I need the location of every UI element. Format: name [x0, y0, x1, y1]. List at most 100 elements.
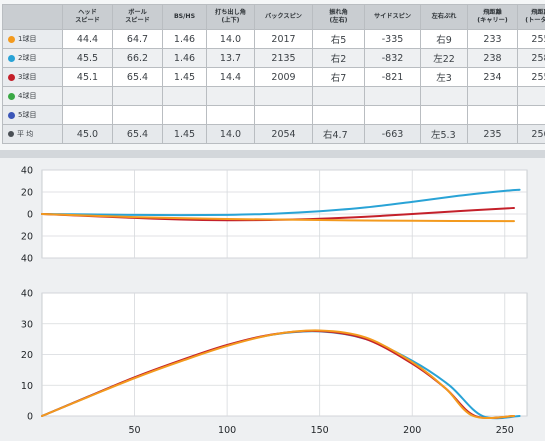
y-tick-label: 40 — [21, 166, 33, 177]
row-label-text: 1球目 — [18, 35, 37, 43]
table-cell: 233 — [467, 29, 518, 49]
trajectory-charts-panel: 40 20 0 20 40 0 10 20 30 40 50 100 150 200 250 — [0, 158, 545, 441]
table-cell: 238 — [467, 48, 518, 68]
table-cell: 2009 — [254, 67, 313, 87]
table-cell — [112, 86, 163, 106]
table-cell: 14.4 — [206, 67, 255, 87]
table-cell — [206, 86, 255, 106]
table-row[interactable]: 5球目 — [2, 105, 545, 125]
table-cell: 13.7 — [206, 48, 255, 68]
table-cell — [312, 86, 365, 106]
row-label-text: 平 均 — [17, 130, 34, 138]
column-header-9: 飛距離 (キャリー) — [467, 4, 518, 30]
shot-data-table: ヘッド スピード ボール スピード BS/HS 打ち出し角 (上下) バックスピン 振れ角… — [2, 4, 545, 144]
y-tick-label: 40 — [21, 254, 33, 265]
table-cell — [62, 86, 113, 106]
table-cell: 14.0 — [206, 29, 255, 49]
table-cell: 左3 — [420, 67, 468, 87]
table-cell: 65.4 — [112, 124, 163, 144]
shot-data-table-panel: ヘッド スピード ボール スピード BS/HS 打ち出し角 (上下) バックスピン 振れ角… — [0, 0, 545, 150]
table-cell — [112, 105, 163, 125]
table-cell: 右9 — [420, 29, 468, 49]
table-cell — [467, 105, 518, 125]
shot-color-dot-icon — [8, 111, 15, 119]
row-label: 3球目 — [2, 67, 63, 87]
shot-color-dot-icon — [8, 131, 14, 137]
height-trajectory-chart: 0 10 20 30 40 50 100 150 200 250 — [21, 289, 528, 436]
y-tick-label: 20 — [21, 350, 33, 361]
panel-separator — [0, 150, 545, 158]
table-header-row: ヘッド スピード ボール スピード BS/HS 打ち出し角 (上下) バックスピン 振れ角… — [2, 4, 545, 30]
table-cell — [312, 105, 365, 125]
table-cell — [162, 105, 207, 125]
table-cell: 2017 — [254, 29, 313, 49]
y-tick-label: 20 — [21, 232, 33, 243]
table-cell: -832 — [364, 48, 421, 68]
table-cell: 45.5 — [62, 48, 113, 68]
table-cell — [467, 86, 518, 106]
table-cell: 44.4 — [62, 29, 113, 49]
x-tick-label: 50 — [129, 425, 141, 436]
row-label: 平 均 — [2, 124, 63, 144]
column-header-4: 打ち出し角 (上下) — [206, 4, 255, 30]
table-row[interactable]: 4球目 — [2, 86, 545, 106]
table-cell: -663 — [364, 124, 421, 144]
column-header-7: サイドスピン — [364, 4, 421, 30]
table-cell: 2135 — [254, 48, 313, 68]
row-label: 2球目 — [2, 48, 63, 68]
table-cell: 1.46 — [162, 29, 207, 49]
table-cell: 14.0 — [206, 124, 255, 144]
table-cell — [420, 105, 468, 125]
table-cell: 右5 — [312, 29, 365, 49]
row-label-text: 4球目 — [18, 92, 37, 100]
shot-color-dot-icon — [8, 35, 15, 43]
table-cell — [517, 105, 545, 125]
y-tick-label: 10 — [21, 381, 33, 392]
column-header-3: BS/HS — [162, 4, 207, 30]
y-tick-label: 40 — [21, 289, 33, 300]
row-label-text: 2球目 — [18, 54, 37, 62]
shot-color-dot-icon — [8, 54, 15, 62]
table-cell: 65.4 — [112, 67, 163, 87]
table-cell: 左5.3 — [420, 124, 468, 144]
table-row[interactable]: 平 均 45.0 65.4 1.45 14.0 2054 右4.7 -663 左5.3 235 25… — [2, 124, 545, 144]
row-label: 4球目 — [2, 86, 63, 106]
series-line-3 — [41, 213, 515, 223]
table-cell: 256 — [517, 124, 545, 144]
column-header-5: バックスピン — [254, 4, 313, 30]
table-cell: 45.1 — [62, 67, 113, 87]
shot-color-dot-icon — [8, 73, 15, 81]
table-cell: 66.2 — [112, 48, 163, 68]
table-cell — [364, 86, 421, 106]
table-cell: 右2 — [312, 48, 365, 68]
table-cell: -821 — [364, 67, 421, 87]
shot-color-dot-icon — [8, 92, 15, 100]
row-label-text: 3球目 — [18, 73, 37, 81]
table-cell: 右4.7 — [312, 124, 365, 144]
row-label: 1球目 — [2, 29, 63, 49]
column-header-8: 左右ぶれ — [420, 4, 468, 30]
x-tick-label: 150 — [311, 425, 329, 436]
x-tick-label: 100 — [218, 425, 236, 436]
table-cell — [364, 105, 421, 125]
x-tick-label: 250 — [496, 425, 514, 436]
table-cell: 234 — [467, 67, 518, 87]
table-cell: 235 — [467, 124, 518, 144]
series-line-1 — [41, 188, 521, 217]
table-cell — [254, 105, 313, 125]
table-cell: 1.46 — [162, 48, 207, 68]
table-cell: 255 — [517, 29, 545, 49]
table-cell — [517, 86, 545, 106]
lateral-deviation-chart: 40 20 0 20 40 — [21, 166, 528, 265]
table-cell — [206, 105, 255, 125]
table-cell: 左22 — [420, 48, 468, 68]
table-cell: 258 — [517, 48, 545, 68]
y-tick-label: 0 — [27, 210, 33, 221]
column-header-0 — [2, 4, 63, 30]
table-body: 1球目44.464.71.4614.02017右5-335右92332552球目… — [2, 29, 545, 144]
